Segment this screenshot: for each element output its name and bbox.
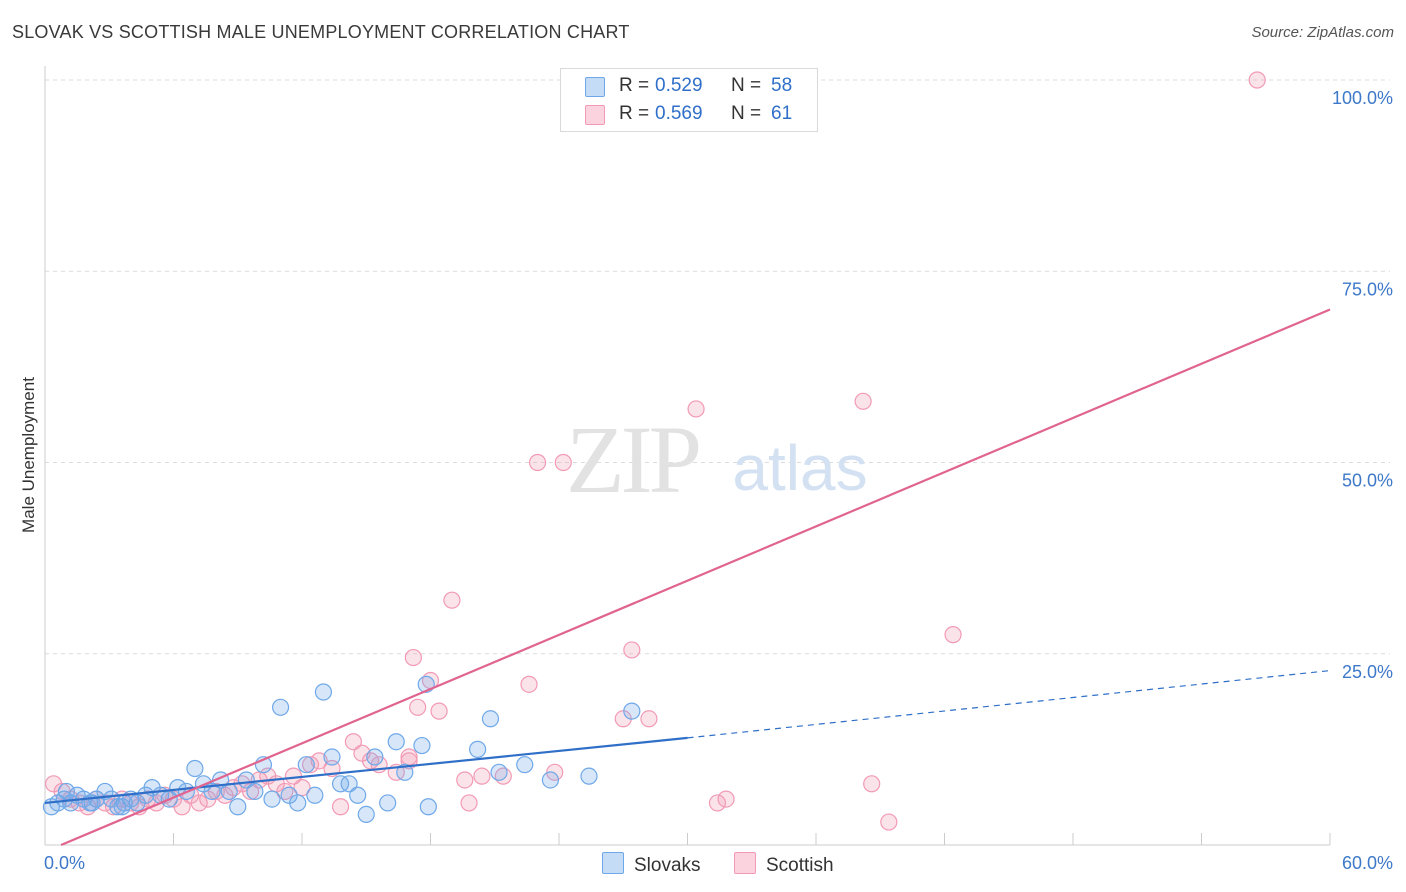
legend-r-label: R =: [619, 103, 650, 124]
slovaks-point: [246, 782, 264, 801]
scottish-point: [687, 400, 705, 418]
scottish-point: [708, 794, 727, 812]
correlation-legend: R = 0.529 N = 58 R = 0.569 N = 61: [560, 68, 818, 132]
scottish-point: [640, 710, 658, 728]
scottish-point: [190, 794, 208, 812]
slovaks-point: [379, 794, 397, 812]
source-credit: Source: ZipAtlas.com: [1251, 24, 1394, 41]
scottish-point: [409, 698, 427, 716]
y-tick-label: 25.0%: [1342, 662, 1393, 682]
slovaks-point: [490, 763, 508, 781]
slovaks-point: [516, 756, 534, 774]
scottish-trend-line: [60, 308, 1331, 847]
bottom-legend-swatch-scottish: [734, 852, 756, 874]
scottish-point: [443, 591, 461, 609]
slovaks-point: [314, 683, 333, 701]
slovaks-point: [340, 775, 358, 793]
trend-lines: [44, 308, 1331, 847]
bottom-legend-swatch-slovaks: [602, 852, 624, 874]
slovaks-point: [263, 790, 281, 808]
scottish-point: [944, 626, 962, 644]
scottish-point: [430, 702, 448, 720]
scottish-point: [301, 756, 320, 774]
watermark-zip: ZIP: [566, 406, 699, 513]
scottish-point: [717, 790, 735, 808]
slovaks-point: [396, 763, 414, 781]
slovaks-point: [481, 710, 500, 728]
slovaks-point: [186, 759, 204, 778]
scottish-point: [331, 798, 350, 816]
slovaks-point: [413, 736, 431, 755]
y-tick-label: 100.0%: [1332, 88, 1393, 108]
scottish-point: [854, 392, 872, 410]
legend-r-value: 0.569: [655, 103, 703, 124]
watermark-atlas: atlas: [732, 432, 867, 504]
scottish-point: [520, 675, 538, 693]
x-tick-label: 60.0%: [1342, 853, 1393, 873]
legend-n-value: 58: [771, 75, 793, 96]
slovaks-point: [349, 786, 367, 804]
x-tick-label: 0.0%: [44, 853, 85, 873]
y-axis-label: Male Unemployment: [19, 377, 38, 533]
slovaks-point: [229, 798, 247, 816]
slovaks-point: [323, 748, 341, 766]
legend-r-value: 0.529: [655, 75, 703, 96]
bottom-legend-slovaks: Slovaks: [602, 852, 701, 877]
axes: [44, 66, 1331, 846]
y-tick-label: 75.0%: [1342, 279, 1393, 299]
slovaks-point: [419, 798, 437, 816]
slovaks-point: [297, 756, 315, 774]
slovaks-point: [366, 748, 384, 766]
scottish-point: [473, 767, 491, 785]
slovaks-point: [306, 786, 324, 804]
scottish-point: [400, 748, 418, 766]
slovaks-point: [271, 698, 290, 716]
scottish-point: [880, 813, 898, 831]
slovaks-point: [57, 782, 76, 801]
legend-swatch-scottish: [585, 105, 605, 125]
bottom-legend-label-scottish: Scottish: [766, 855, 834, 876]
slovaks-point: [469, 740, 487, 758]
scottish-point: [310, 752, 328, 770]
slovaks-point: [623, 702, 641, 720]
legend-n-label: N =: [731, 75, 762, 96]
bottom-legend-label-slovaks: Slovaks: [634, 855, 701, 876]
slovaks-point: [580, 767, 598, 785]
y-tick-label: 50.0%: [1342, 471, 1393, 491]
slovaks-point: [541, 771, 560, 789]
scottish-point: [344, 733, 362, 751]
slovaks-trend-line: [44, 736, 688, 805]
bottom-legend-scottish: Scottish: [734, 852, 834, 877]
legend-n-value: 61: [771, 103, 793, 124]
scottish-point: [554, 453, 572, 472]
legend-r-label: R =: [619, 75, 650, 96]
slovaks-point: [113, 798, 131, 816]
legend-n-label: N =: [731, 103, 762, 124]
scottish-point: [404, 648, 422, 667]
scottish-point: [623, 641, 641, 659]
watermark: ZIP atlas: [566, 406, 868, 513]
slovaks-point: [387, 733, 405, 751]
chart-title: SLOVAK VS SCOTTISH MALE UNEMPLOYMENT COR…: [12, 22, 630, 42]
slovaks-point: [289, 794, 307, 812]
slovaks-trend-extension: [687, 669, 1331, 739]
scottish-point: [1248, 71, 1266, 89]
tick-labels: 25.0% 50.0% 75.0% 100.0% 0.0% 60.0%: [44, 88, 1393, 873]
scottish-point: [528, 453, 547, 472]
slovaks-point: [357, 805, 375, 824]
legend-swatch-slovaks: [585, 77, 605, 97]
scottish-point: [456, 771, 474, 789]
scottish-point: [460, 794, 478, 812]
scottish-point: [863, 775, 881, 793]
